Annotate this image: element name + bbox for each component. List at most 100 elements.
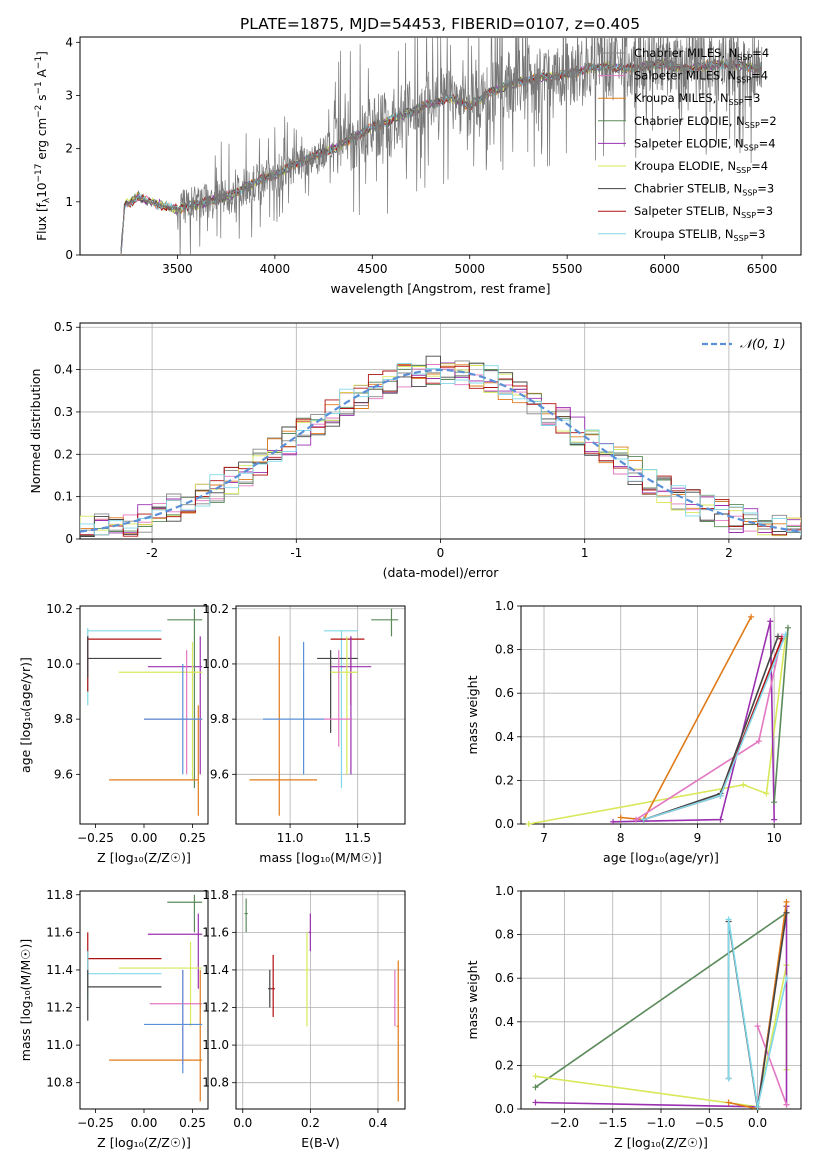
legend-label-sub: SSP [744,143,759,152]
weight-marker [754,1103,761,1110]
x-axis-label: (data-model)/error [383,565,500,580]
x-axis-label: wavelength [Angstrom, rest frame] [330,281,550,296]
x-tick-label: 5500 [552,262,583,276]
weight-line [643,634,787,821]
y-tick-label: 0.4 [495,1015,514,1029]
y-axis-label-part: −2 [34,105,44,118]
y-tick-label: 0.2 [495,773,514,787]
x-tick-label: 0.00 [131,1116,158,1130]
legend-label-value: =3 [749,227,766,241]
y-tick-label: 0.6 [495,971,514,985]
x-tick-label: 0 [437,546,445,560]
y-tick-label: 11.8 [46,888,73,902]
x-tick-label: 3500 [162,262,193,276]
weight-marker [755,738,762,745]
legend-label-value: =4 [759,136,776,150]
y-axis-label-part: −1 [34,81,44,94]
x-tick-label: -1 [290,546,302,560]
weight_vs_Z-panel: −2.0 −1.5 −1.0 −0.5 0.0 0.0 0.2 0.4 0.6 0.8 1.0 Z [… [465,884,802,1150]
legend-label: Chabrier ELODIE, NSSP=2 [634,114,777,130]
legend-label-text: Salpeter STELIB, N [634,204,741,218]
legend-label-text: Kroupa MILES, N [634,91,729,105]
x-tick-label: -2 [146,546,158,560]
legend-label-text: Kroupa ELODIE, N [634,159,736,173]
legend-label: Salpeter ELODIE, NSSP=4 [634,136,776,152]
legend-label-value: =3 [757,182,774,196]
y-tick-label: 11.4 [202,963,229,977]
legend-label-sub: SSP [736,166,751,175]
y-axis-label-part: s [35,95,49,105]
weight-marker [771,799,778,806]
y-tick-label: 11.0 [202,1038,229,1052]
x-tick-label: 4000 [260,262,291,276]
x-tick-label: 0.4 [368,1116,387,1130]
legend-label-text: Chabrier ELODIE, N [634,114,745,128]
y-tick-label: 1.0 [495,599,514,613]
x-tick-label: 8 [617,831,625,845]
y-axis-label-part: 10 [35,183,49,198]
x-axis-label: age [log₁₀(age/yr)] [603,850,719,865]
x-axis-label: Z [log₁₀(Z/Z☉)] [97,850,191,865]
y-tick-label: 0 [65,532,73,546]
y-axis-label: Normed distribution [28,369,43,494]
y-axis-label: mass weight [465,675,480,754]
y-axis-label-part: λ [42,197,52,203]
y-tick-label: 0.0 [495,1102,514,1116]
y-tick-label: 0.8 [495,643,514,657]
y-axis-label: Flux [fλ10−17 erg cm−2 s−1 A−1] [34,51,52,241]
x-tick-label: −0.5 [695,1116,724,1130]
x-tick-label: 0.2 [301,1116,320,1130]
axes-frame [235,890,406,1110]
y-tick-label: 0.6 [495,686,514,700]
legend-label-text: Kroupa STELIB, N [634,227,734,241]
x-tick-label: 0.25 [179,1116,206,1130]
x-tick-label: −1.0 [646,1116,675,1130]
x-tick-label: 0.0 [748,1116,767,1130]
legend-label-text: Salpeter ELODIE, N [634,136,744,150]
y-axis-label: age [log₁₀(age/yr)] [18,657,33,773]
legend-label-text: Salpeter MILES, N [634,69,736,83]
weight-line [620,616,752,821]
axes-frame [79,36,802,256]
y-axis-label-part: −1 [34,56,44,69]
figure-title: PLATE=1875, MJD=54453, FIBERID=0107, z=0… [240,15,640,33]
y-axis-label: mass weight [465,960,480,1039]
y-tick-label: 10.8 [202,1076,229,1090]
x-tick-label: −0.25 [77,1116,114,1130]
x-tick-label: 6500 [747,262,778,276]
weight-marker [784,624,791,631]
weight-marker [532,1073,539,1080]
legend-label-value: =2 [760,114,777,128]
y-tick-label: 1.0 [495,884,514,898]
y-axis-label: mass [log₁₀(M/M☉)] [18,939,33,1061]
weight-line [613,621,775,823]
x-tick-label: 4500 [357,262,388,276]
legend-label: Chabrier MILES, NSSP=4 [634,46,769,62]
x-tick-label: −0.25 [77,831,114,845]
weight-marker [532,1099,539,1106]
age_vs_Z-panel: −0.25 0.00 0.25 9.6 9.8 10.0 10.2 Z [log₁₀(Z/Z☉… [18,602,209,865]
weight-line [756,1025,788,1105]
legend-label-value: =3 [744,91,761,105]
y-tick-label: 0.0 [495,817,514,831]
x-axis-label: Z [log₁₀(Z/Z☉)] [97,1135,191,1150]
y-tick-label: 10.2 [202,602,229,616]
y-tick-label: 3 [65,88,73,102]
observed-spectrum-line [120,37,763,255]
y-tick-label: 11.2 [202,1001,229,1015]
legend-label-value: =3 [756,204,773,218]
y-tick-label: 0.5 [54,320,73,334]
weight-line [535,912,787,1088]
x-tick-label: −2.0 [550,1116,579,1130]
axes-frame [235,605,406,825]
residuals-panel: -2 -1 0 1 2 0 0.1 0.2 0.3 0.4 0.5 (data-model)/erro… [28,320,802,580]
weight-marker [767,618,774,625]
axes-frame [79,322,802,540]
y-axis-label-part: A [35,68,49,81]
legend-label-value: =4 [751,159,768,173]
mass_vs_ebv-panel: 0.0 0.2 0.4 10.8 11.0 11.2 11.4 11.6 11.8 E(B-V) [202,888,406,1150]
y-tick-label: 11.6 [46,925,73,939]
x-tick-label: −1.5 [598,1116,627,1130]
weight_vs_age-panel: 7 8 9 10 0.0 0.2 0.4 0.6 0.8 1.0 age [log₁₀(age/yr… [465,599,802,865]
legend-label-text: Chabrier STELIB, N [634,182,742,196]
